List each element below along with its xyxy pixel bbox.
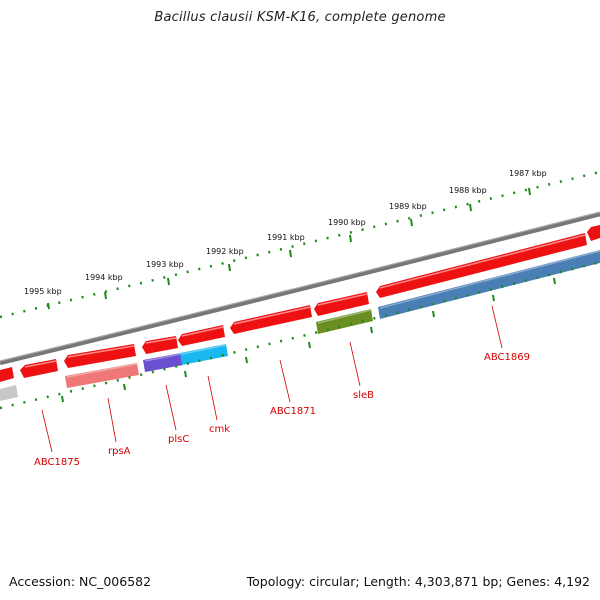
gene-box-ABC1869[interactable] [378,250,600,319]
gene-label-ABC1875[interactable]: ABC1875 [34,457,80,468]
gene-box-sleB[interactable] [316,309,373,334]
gene-label-sleB[interactable]: sleB [353,390,374,401]
gene-label-ABC1871[interactable]: ABC1871 [270,406,316,417]
kbp-label-1991: 1991 kbp [267,233,305,242]
gene-label-ABC1869[interactable]: ABC1869 [484,352,530,363]
gene-label-cmk[interactable]: cmk [209,424,230,435]
gene-arrow-fwd-6[interactable] [230,305,312,334]
gene-arrow-fwd-9[interactable] [587,225,600,241]
kbp-labels: 1995 kbp 1994 kbp 1993 kbp 1992 kbp 1991… [24,169,547,296]
kbp-label-1988: 1988 kbp [449,186,487,195]
gene-label-rpsA[interactable]: rpsA [108,446,131,457]
gene-box-plsC[interactable] [143,353,183,372]
forward-strand-genes [0,225,600,382]
map-title: Bacillus clausii KSM-K16, complete genom… [154,10,446,25]
kbp-label-1989: 1989 kbp [389,202,427,211]
gene-arrow-fwd-7[interactable] [314,292,369,316]
genome-summary-text: Topology: circular; Length: 4,303,871 bp… [246,574,590,589]
gene-box-grey[interactable] [0,385,18,401]
kbp-label-1990: 1990 kbp [328,218,366,227]
inner-major-ticks [61,277,556,403]
kbp-label-1994: 1994 kbp [85,273,123,282]
gene-arrow-fwd-1[interactable] [0,367,14,382]
gene-box-rpsA[interactable] [65,363,139,388]
reverse-strand-genes [0,250,600,401]
gene-arrow-fwd-8[interactable] [376,233,587,298]
gene-label-plsC[interactable]: plsC [168,434,189,445]
kbp-label-1992: 1992 kbp [206,247,244,256]
gene-arrow-fwd-2[interactable] [20,359,58,378]
gene-arrow-fwd-4[interactable] [142,336,178,354]
kbp-label-1993: 1993 kbp [146,260,184,269]
outer-major-ticks [47,187,531,310]
gene-box-cmk[interactable] [180,344,228,365]
gene-labels: ABC1875 rpsA plsC cmk ABC1871 sleB ABC18… [34,352,530,468]
kbp-label-1995: 1995 kbp [24,287,62,296]
label-leader-lines [41,305,503,453]
outer-tick-track [0,170,600,319]
gene-arrow-fwd-3[interactable] [64,344,136,368]
gene-arrow-fwd-5[interactable] [178,325,225,346]
kbp-label-1987: 1987 kbp [509,169,547,178]
genome-backbone [0,211,600,366]
accession-text: Accession: NC_006582 [9,574,152,589]
